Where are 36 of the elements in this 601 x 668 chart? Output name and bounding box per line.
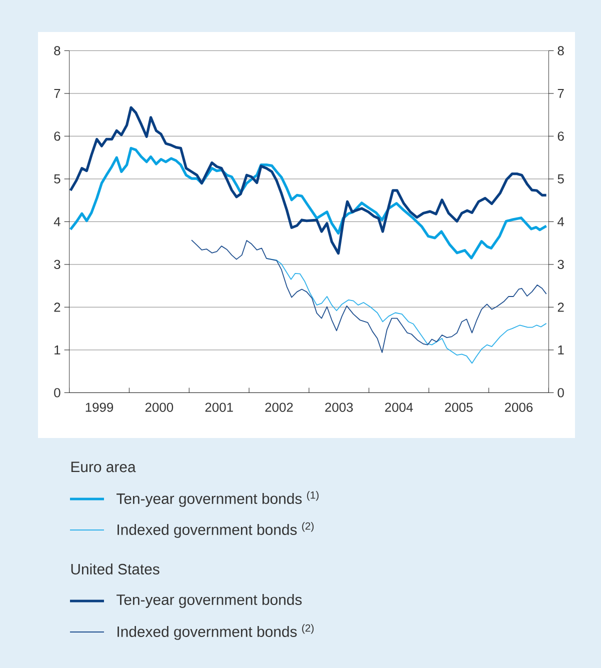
x-tick-label: 2000 bbox=[145, 402, 174, 412]
text: Euro area bbox=[71, 462, 136, 472]
line-series bbox=[69, 146, 548, 260]
x-tick-label: 2001 bbox=[205, 402, 233, 412]
line-series bbox=[69, 106, 548, 255]
y-tick-label: 7 bbox=[54, 88, 60, 98]
legend-label: Indexed government bonds $^{(2)}$ bbox=[118, 624, 314, 640]
y2-tick-label: 5 bbox=[558, 174, 564, 184]
y2-tick-label: 0 bbox=[558, 388, 564, 398]
y2-tick-label: 2 bbox=[558, 302, 564, 312]
y-tick-label: 3 bbox=[54, 260, 60, 270]
legend-label: Ten-year government bonds bbox=[116, 594, 302, 608]
x-tick-label: 1999 bbox=[86, 402, 114, 412]
y-tick-label: 5 bbox=[54, 174, 60, 184]
y-tick-label: 6 bbox=[54, 132, 60, 141]
y-tick-label: 2 bbox=[54, 302, 60, 312]
y2-tick-label: 1 bbox=[558, 345, 564, 354]
line-series bbox=[266, 258, 547, 364]
x-tick-label: 2006 bbox=[504, 402, 533, 412]
y-tick-label: 1 bbox=[54, 345, 60, 354]
y2-tick-label: 4 bbox=[558, 217, 564, 226]
x-tick-label: 2004 bbox=[385, 402, 413, 412]
line-series bbox=[191, 240, 547, 353]
legend-label: Ten-year government bonds $^{(1)}$ bbox=[116, 491, 319, 507]
y2-tick-label: 8 bbox=[558, 46, 564, 56]
y-tick-label: 4 bbox=[54, 217, 60, 226]
legend-label: Indexed government bonds $^{(2)}$ bbox=[118, 522, 314, 538]
x-tick-label: 2005 bbox=[445, 402, 473, 412]
y-tick-label: 0 bbox=[54, 388, 60, 398]
y2-tick-label: 6 bbox=[558, 132, 564, 141]
x-tick-label: 2003 bbox=[325, 402, 353, 412]
x-tick-label: 2002 bbox=[265, 402, 293, 412]
y-tick-label: 8 bbox=[54, 46, 60, 56]
y2-tick-label: 7 bbox=[558, 88, 564, 98]
y2-tick-label: 3 bbox=[558, 260, 564, 270]
text: United States bbox=[71, 564, 160, 574]
